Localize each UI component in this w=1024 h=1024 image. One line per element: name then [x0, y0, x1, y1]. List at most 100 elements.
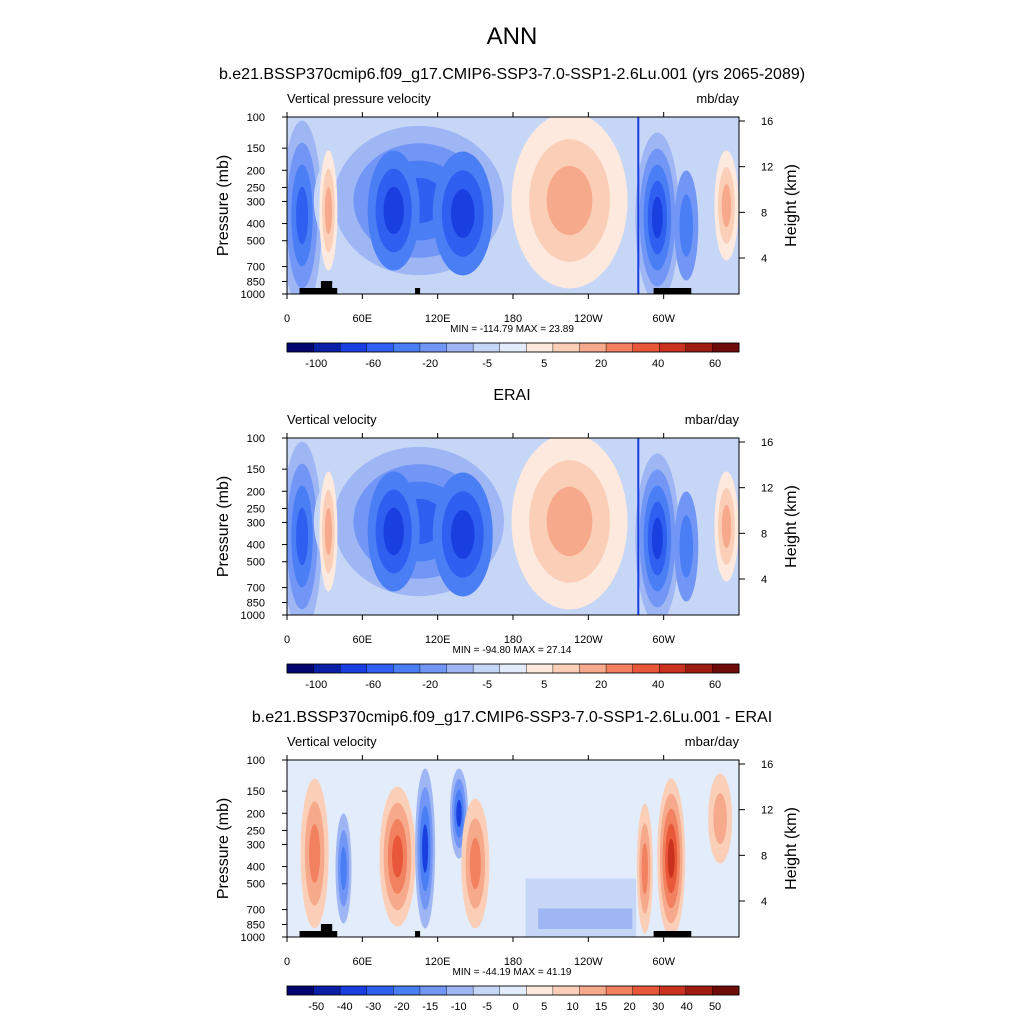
height-axis-title: Height (km)	[783, 164, 800, 247]
contour-band	[538, 908, 633, 929]
y-tick-label: 400	[247, 219, 265, 231]
colorbar-label: 60	[709, 358, 721, 370]
colorbar-label: -60	[365, 358, 381, 370]
min-max-stats: MIN = -94.80 MAX = 27.14	[453, 645, 572, 656]
x-tick-label: 60E	[353, 313, 373, 325]
colorbar-label: -5	[482, 358, 492, 370]
panel-model: Vertical pressure velocity mb/day 100 150 20…	[215, 91, 800, 370]
contour-blob	[309, 823, 321, 884]
colorbar-label: 50	[709, 1001, 721, 1013]
colorbar-cell	[632, 663, 660, 674]
units-label: mb/day	[696, 91, 739, 106]
contour-blob	[450, 510, 475, 559]
colorbar-label: -20	[422, 679, 438, 691]
colorbar-label: 5	[541, 358, 547, 370]
x-tick-label: 120E	[425, 956, 451, 968]
colorbar-cell	[286, 342, 315, 353]
x-tick-label: 180	[504, 313, 522, 325]
contour-field	[287, 760, 739, 937]
height-tick-label: 16	[761, 116, 773, 128]
season-title: ANN	[487, 23, 538, 50]
height-tick-label: 8	[761, 528, 767, 540]
y-tick-label: 100	[247, 433, 265, 445]
contour-band	[637, 438, 640, 615]
colorbar-label: -15	[422, 1001, 438, 1013]
y-tick-label: 150	[247, 786, 265, 798]
colorbar-cell	[286, 663, 315, 674]
terrain-mask	[415, 931, 421, 937]
colorbar-cell	[419, 342, 448, 353]
colorbar-cell	[659, 663, 687, 674]
colorbar-cell	[472, 985, 501, 996]
colorbar-label: 20	[595, 679, 607, 691]
contour-blob	[456, 799, 462, 828]
height-axis-title: Height (km)	[783, 485, 800, 568]
terrain-mask	[653, 931, 692, 937]
colorbar-label: 40	[680, 1001, 692, 1013]
y-tick-label: 200	[247, 165, 265, 177]
contour-blob	[546, 165, 593, 236]
height-tick-label: 16	[761, 437, 773, 449]
terrain-mask	[299, 288, 338, 294]
contour-blob	[679, 194, 694, 257]
y-axis-title: Pressure (mb)	[215, 155, 232, 256]
colorbar-cell	[419, 663, 448, 674]
x-tick-label: 180	[504, 634, 522, 646]
y-tick-label: 850	[247, 920, 265, 932]
colorbar-cell	[499, 663, 527, 674]
y-tick-label: 200	[247, 808, 265, 820]
colorbar-frame	[286, 342, 740, 353]
contour-blob	[324, 186, 332, 235]
colorbar-label: -100	[305, 679, 327, 691]
x-tick-label: 120E	[425, 313, 451, 325]
height-axis-title: Height (km)	[783, 807, 800, 890]
colorbar-cell	[632, 985, 660, 996]
colorbar-cell	[339, 985, 368, 996]
units-label: mbar/day	[685, 412, 740, 427]
colorbar-cell	[605, 663, 634, 674]
y-tick-label: 500	[247, 557, 265, 569]
contour-blob	[546, 486, 593, 557]
y-tick-label: 700	[247, 583, 265, 595]
contour-blob	[721, 504, 732, 549]
colorbar-label: -20	[394, 1001, 410, 1013]
min-max-stats: MIN = -114.79 MAX = 23.89	[450, 324, 574, 335]
height-tick-label: 12	[761, 162, 773, 174]
colorbar-label: -30	[365, 1001, 381, 1013]
colorbar-label: -50	[308, 1001, 324, 1013]
y-tick-label: 300	[247, 196, 265, 208]
y-tick-label: 100	[247, 755, 265, 767]
x-tick-label: 60E	[353, 634, 373, 646]
colorbar-cell	[685, 663, 713, 674]
y-tick-label: 1000	[241, 610, 265, 622]
height-tick-label: 8	[761, 207, 767, 219]
panel-title: ERAI	[493, 387, 530, 404]
colorbar-cell	[472, 663, 501, 674]
y-tick-label: 250	[247, 503, 265, 515]
y-tick-label: 200	[247, 486, 265, 498]
x-tick-label: 60W	[652, 634, 675, 646]
colorbar-label: 60	[709, 679, 721, 691]
colorbar-cell	[552, 663, 580, 674]
y-tick-label: 250	[247, 182, 265, 194]
height-tick-label: 4	[761, 253, 767, 265]
colorbar-cell	[499, 985, 527, 996]
colorbar-label: -100	[305, 358, 327, 370]
colorbar-label: -5	[482, 1001, 492, 1013]
contour-field	[287, 117, 739, 294]
y-tick-label: 500	[247, 236, 265, 248]
colorbar-cell	[313, 342, 341, 353]
contour-blob	[296, 507, 309, 566]
colorbar-cell	[393, 663, 421, 674]
y-tick-label: 400	[247, 862, 265, 874]
colorbar-label: 10	[567, 1001, 579, 1013]
contour-blob	[450, 189, 475, 238]
colorbar-cell	[552, 342, 580, 353]
contour-blob	[651, 196, 663, 239]
colorbar-cell	[526, 663, 554, 674]
colorbar-cell	[685, 985, 713, 996]
variable-label: Vertical velocity	[287, 734, 377, 749]
contour-blob	[383, 507, 404, 556]
panel-difference: b.e21.BSSP370cmip6.f09_g17.CMIP6-SSP3-7.…	[215, 709, 800, 1013]
